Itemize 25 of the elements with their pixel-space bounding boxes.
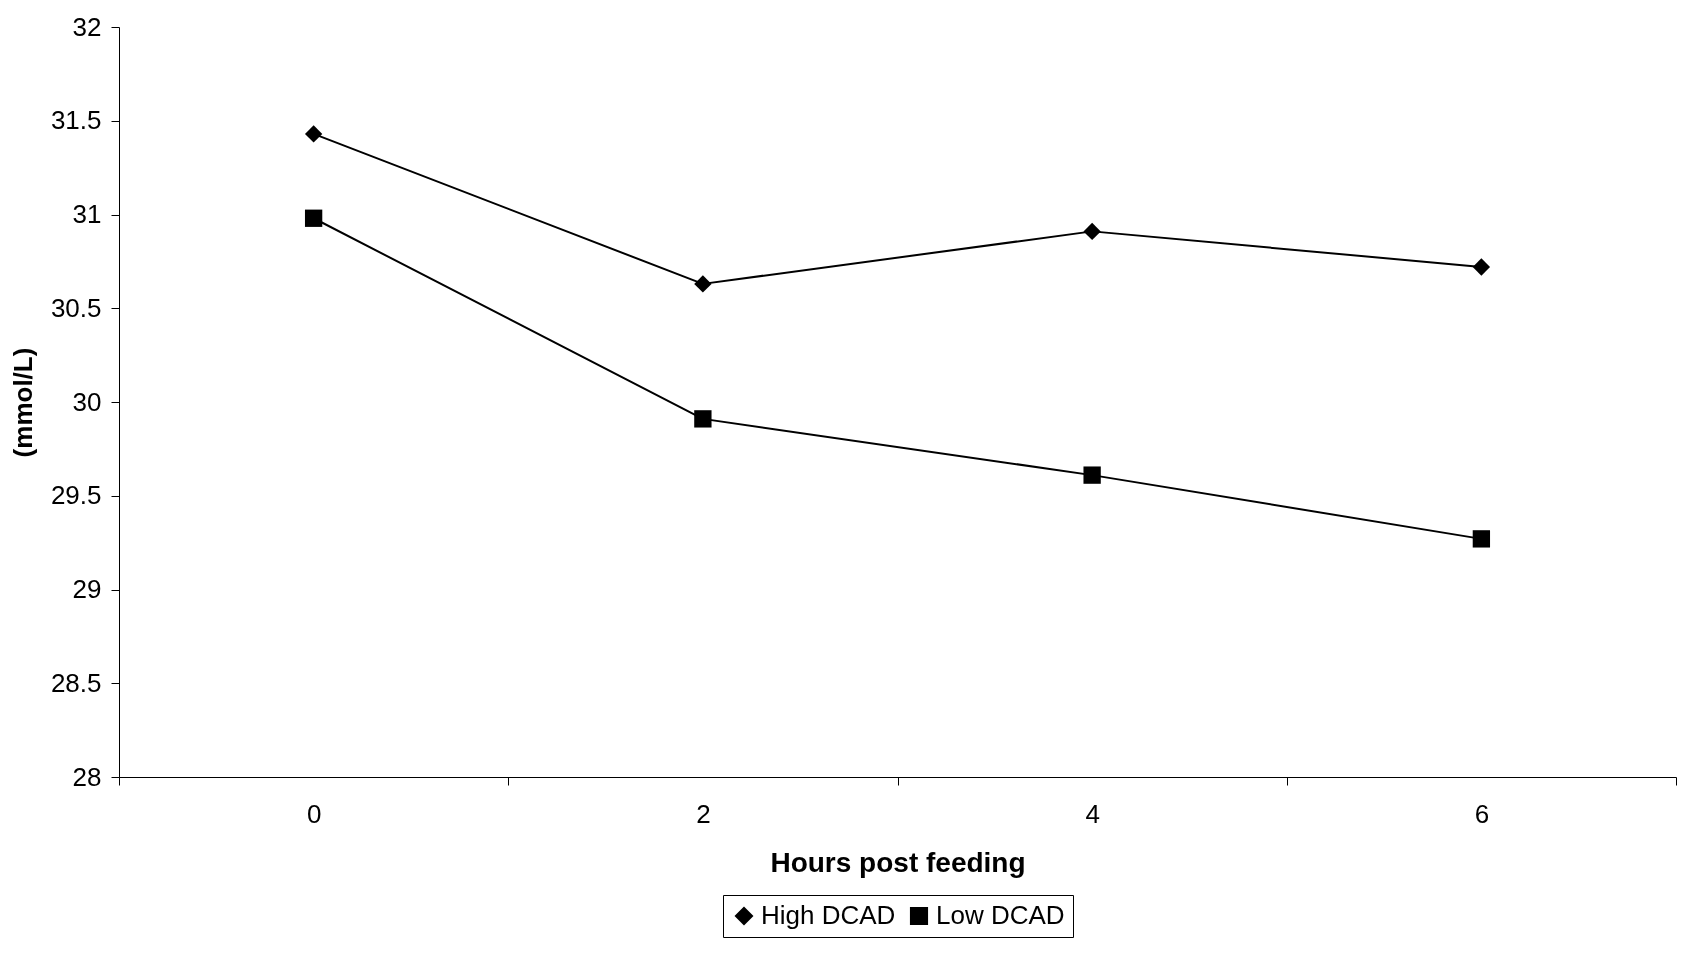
y-tick-label: 31.5	[50, 105, 102, 136]
point	[1083, 466, 1101, 484]
y-axis-title: (mmol/L)	[7, 347, 38, 458]
x-tick-label: 6	[1474, 798, 1490, 829]
point	[1083, 222, 1101, 241]
y-tick-label: 29.5	[50, 480, 102, 511]
y-tick-label: 28	[72, 761, 102, 792]
point	[304, 209, 323, 227]
point	[304, 125, 323, 143]
x-tick-label: 0	[306, 798, 322, 829]
point	[694, 410, 712, 428]
point	[1472, 530, 1491, 548]
y-tick-label: 28.5	[50, 667, 102, 698]
legend-label: High DCAD	[761, 900, 896, 930]
x-tick-label: 2	[696, 798, 711, 829]
y-tick-label: 30.5	[50, 292, 102, 323]
y-tick-label: 32	[72, 11, 102, 42]
legend-label: Low DCAD	[936, 900, 1065, 930]
x-axis-title: Hours post feeding	[770, 846, 1026, 878]
y-tick-label: 31	[72, 199, 102, 229]
point	[1472, 258, 1491, 276]
y-tick-label: 29	[72, 574, 102, 604]
x-tick-label: 4	[1085, 798, 1100, 829]
point	[694, 275, 712, 293]
y-tick-label: 30	[72, 386, 102, 417]
